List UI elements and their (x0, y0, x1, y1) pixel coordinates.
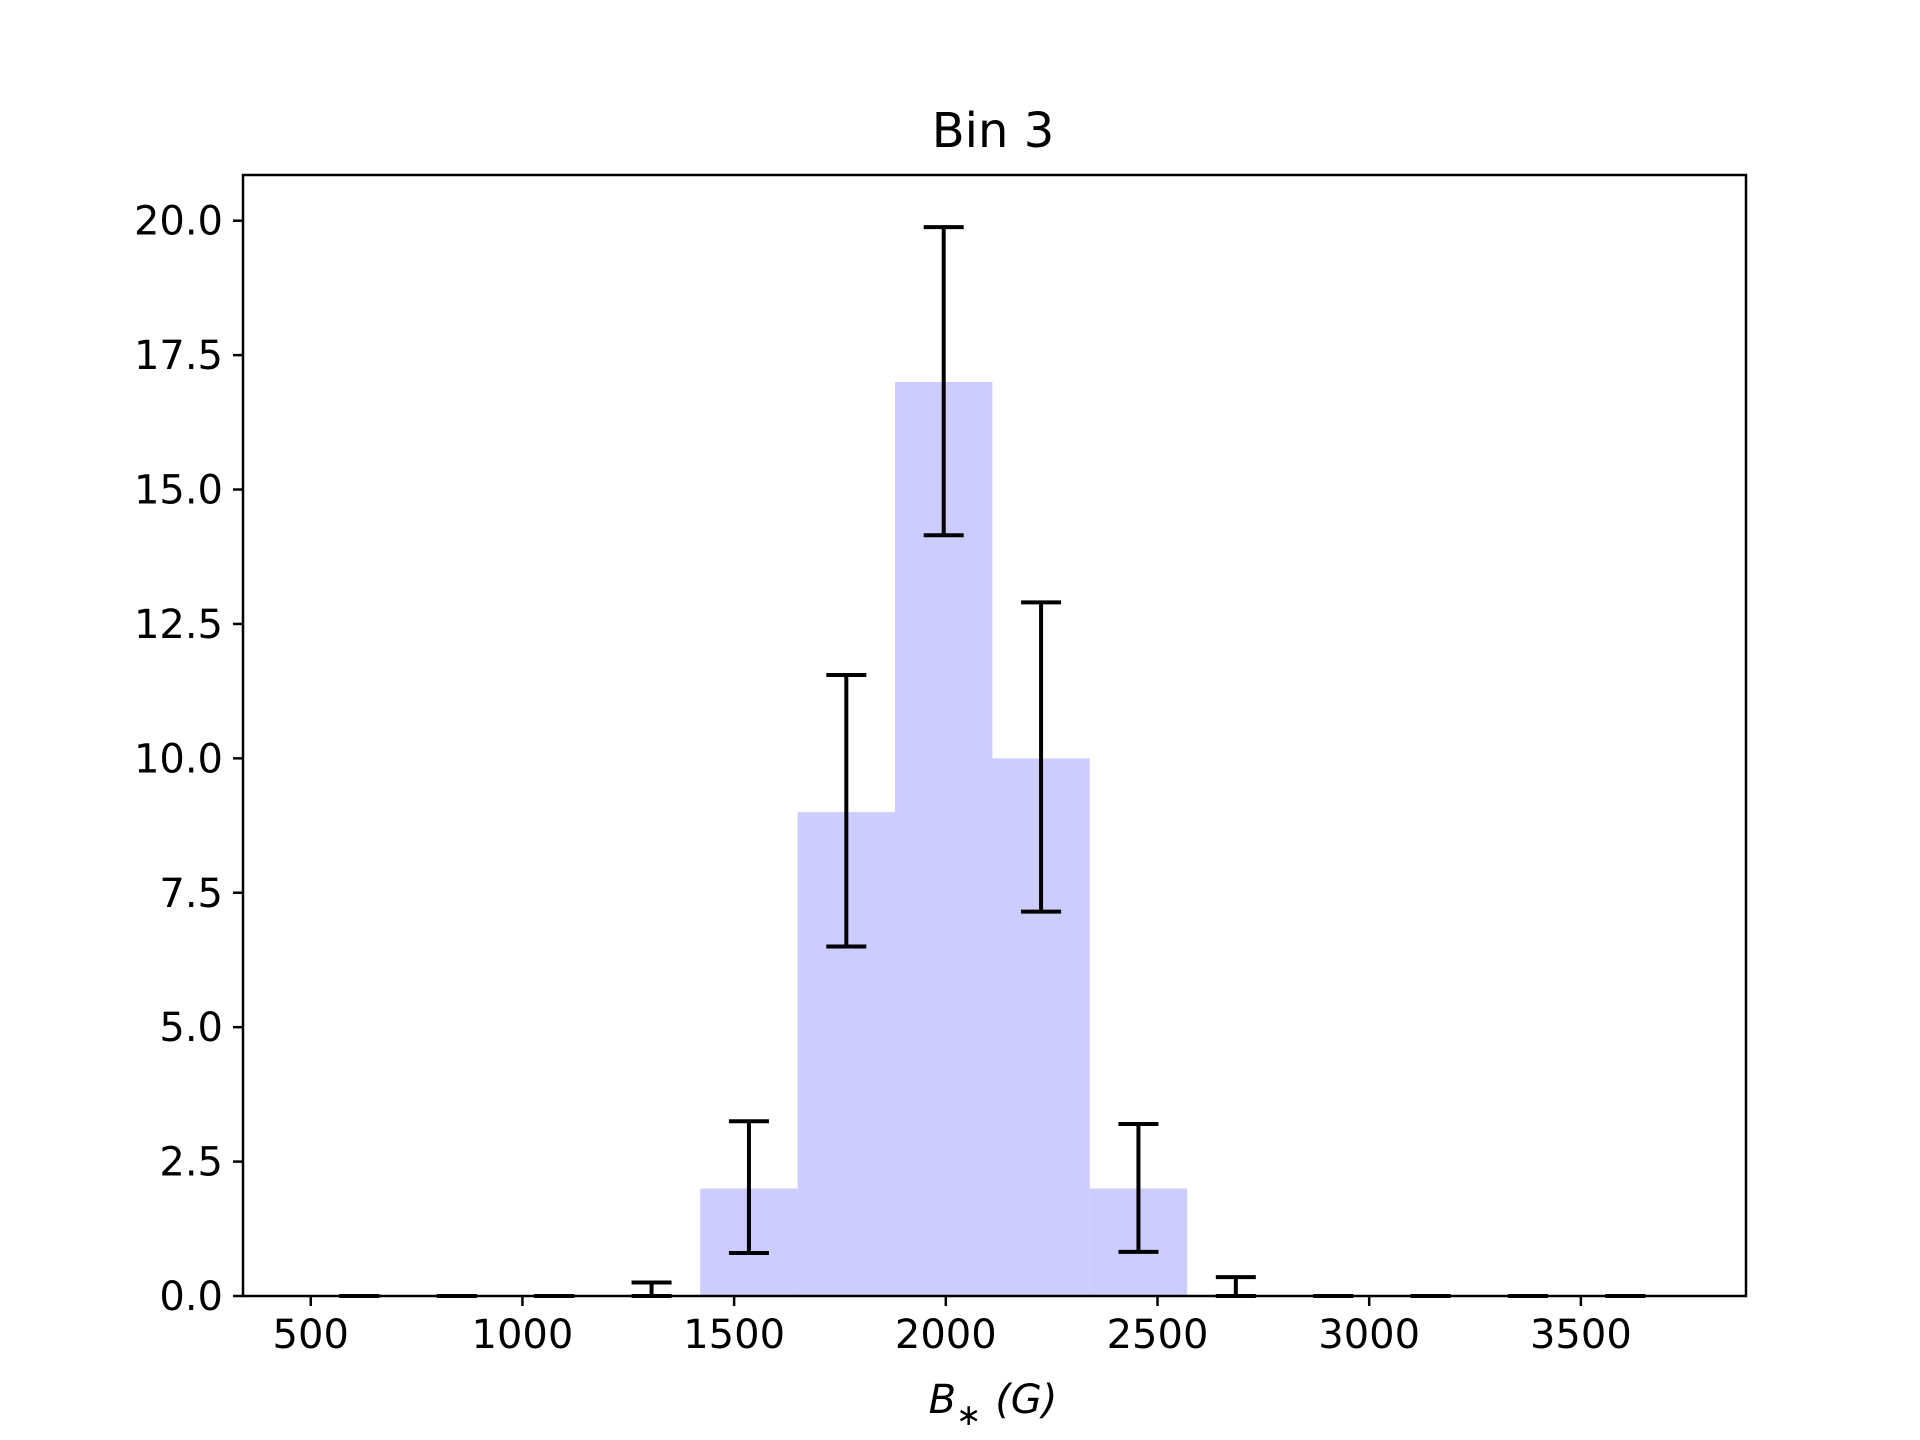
error-bar (1021, 600, 1062, 914)
y-tick-label: 2.5 (159, 1140, 223, 1186)
y-tick-label: 10.0 (134, 736, 223, 782)
error-bar (631, 1280, 672, 1298)
x-tick-label: 2500 (1107, 1312, 1209, 1358)
error-bar (1215, 1275, 1256, 1298)
y-tick-label: 5.0 (159, 1005, 223, 1051)
error-bar (826, 673, 867, 949)
x-tick-label: 3000 (1318, 1312, 1420, 1358)
chart-title: Bin 3 (932, 103, 1054, 159)
y-tick-label: 12.5 (134, 602, 223, 648)
y-tick-label: 15.0 (134, 468, 223, 514)
x-axis-label-symbol: B (929, 1377, 956, 1423)
y-axis-ticks: 0.0 2.5 5.0 7.5 10.0 12.5 15.0 17.5 20.0 (134, 199, 243, 1320)
y-tick-label: 17.5 (134, 333, 223, 379)
x-axis-label: B∗ (G) (929, 1377, 1058, 1433)
y-tick-label: 7.5 (159, 871, 223, 917)
error-bar (923, 225, 964, 538)
x-axis-label-subscript: ∗ (956, 1398, 981, 1433)
x-tick-label: 3500 (1530, 1312, 1632, 1358)
x-axis-label-unit: (G) (995, 1377, 1057, 1423)
error-bar (1118, 1121, 1159, 1254)
error-bar (728, 1119, 769, 1255)
x-tick-label: 1000 (472, 1312, 574, 1358)
y-tick-label: 0.0 (159, 1274, 223, 1320)
y-tick-label: 20.0 (134, 199, 223, 245)
plot-frame (241, 173, 1748, 1298)
x-axis-ticks: 500 1000 1500 2000 2500 3000 3500 (273, 1296, 1632, 1358)
x-tick-label: 1500 (683, 1312, 785, 1358)
x-tick-label: 2000 (895, 1312, 997, 1358)
x-tick-label: 500 (273, 1312, 349, 1358)
